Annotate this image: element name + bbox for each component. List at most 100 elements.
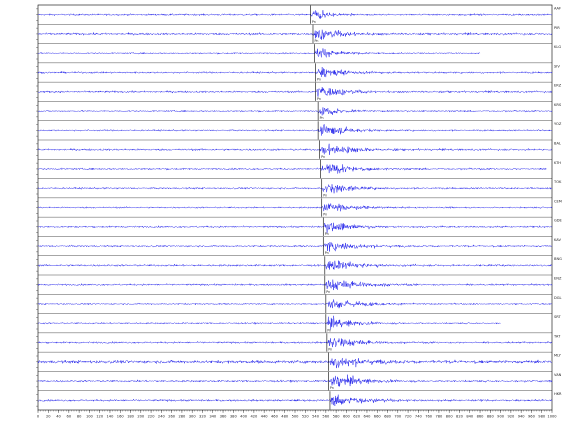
x-tick-label: 560 bbox=[322, 415, 330, 419]
pick-label: Pn bbox=[325, 251, 329, 255]
x-tick-label: 400 bbox=[240, 415, 248, 419]
x-tick-label: 160 bbox=[117, 415, 125, 419]
station-label: KLG bbox=[554, 45, 561, 49]
station-label: CEM bbox=[554, 199, 562, 203]
waveform-trace bbox=[37, 123, 553, 136]
x-tick-label: 140 bbox=[107, 415, 115, 419]
x-tick-label: 240 bbox=[158, 415, 166, 419]
x-tick-label: 360 bbox=[220, 415, 228, 419]
x-tick-label: 680 bbox=[384, 415, 392, 419]
x-tick-label: 920 bbox=[507, 415, 515, 419]
x-tick-label: 180 bbox=[127, 415, 135, 419]
x-tick-label: 500 bbox=[292, 415, 300, 419]
pick-label: Pn bbox=[317, 97, 321, 101]
x-tick-label: 600 bbox=[343, 415, 351, 419]
pick-label: Pn bbox=[320, 116, 324, 120]
x-tick-label: 580 bbox=[333, 415, 341, 419]
x-tick-label: 800 bbox=[446, 415, 454, 419]
x-tick-label: 900 bbox=[497, 415, 505, 419]
pick-label: Pn bbox=[323, 213, 327, 217]
x-tick-label: 100 bbox=[86, 415, 94, 419]
station-label: HKR bbox=[554, 392, 562, 396]
station-label: YOZ bbox=[554, 122, 562, 126]
x-tick-label: 440 bbox=[261, 415, 269, 419]
x-tick-label: 740 bbox=[415, 415, 423, 419]
x-tick-label: 660 bbox=[374, 415, 382, 419]
station-label: SRT bbox=[554, 315, 562, 319]
x-tick-label: 840 bbox=[466, 415, 474, 419]
x-tick-label: 280 bbox=[178, 415, 186, 419]
plot-frame: AAF PIR KLG SIV ERZ KRS YOZ BAL KTH TOK CEM GDE KAV B… bbox=[36, 4, 563, 411]
pick-label: Pn bbox=[314, 39, 318, 43]
waveform-trace bbox=[37, 260, 553, 270]
station-label: DGL bbox=[554, 296, 562, 300]
x-tick-label: 40 bbox=[56, 415, 61, 419]
waveform-trace bbox=[37, 299, 553, 309]
station-label: KAV bbox=[554, 238, 562, 242]
station-label: SIV bbox=[554, 64, 560, 68]
x-tick-label: 80 bbox=[77, 415, 82, 419]
x-tick-label: 460 bbox=[271, 415, 279, 419]
x-tick-label: 940 bbox=[518, 415, 526, 419]
waveform-trace bbox=[37, 29, 553, 40]
waveform-trace bbox=[37, 374, 553, 387]
x-tick-label: 780 bbox=[435, 415, 443, 419]
x-axis: 0 20 40 60 80 100 120 140 160 180 200 220 240 260 280 3… bbox=[37, 410, 557, 419]
x-tick-label: 200 bbox=[137, 415, 145, 419]
x-tick-label: 540 bbox=[312, 415, 320, 419]
x-tick-label: 640 bbox=[364, 415, 372, 419]
picks: Pn Pn Pn Pn Pn Pn Pn Pn Pn Pn Pn Pn Pn Pn bbox=[310, 5, 334, 410]
waveform-trace bbox=[37, 338, 553, 348]
x-tick-label: 860 bbox=[477, 415, 485, 419]
x-tick-label: 0 bbox=[37, 415, 40, 419]
traces bbox=[37, 9, 553, 407]
waveform-trace bbox=[37, 241, 553, 252]
waveform-trace bbox=[37, 9, 553, 19]
pick-label: Pn bbox=[330, 386, 334, 390]
waveform-trace bbox=[37, 48, 481, 58]
x-tick-label: 320 bbox=[199, 415, 207, 419]
x-tick-label: 380 bbox=[230, 415, 238, 419]
waveform-trace bbox=[37, 184, 553, 194]
x-tick-label: 720 bbox=[405, 415, 413, 419]
x-tick-label: 480 bbox=[281, 415, 289, 419]
pick-label: Pn bbox=[317, 78, 321, 82]
pick-label: Pn bbox=[327, 328, 331, 332]
pick-label: Pn bbox=[325, 232, 329, 236]
waveform-trace bbox=[37, 107, 553, 116]
x-tick-label: 60 bbox=[67, 415, 72, 419]
x-tick-label: 20 bbox=[46, 415, 51, 419]
waveform-trace bbox=[37, 357, 553, 369]
waveform-trace bbox=[37, 67, 553, 78]
waveform-trace bbox=[37, 222, 553, 233]
x-tick-label: 420 bbox=[250, 415, 258, 419]
x-tick-label: 880 bbox=[487, 415, 495, 419]
pick-label: Pn bbox=[312, 20, 316, 24]
station-label: ENZ bbox=[554, 277, 562, 281]
station-label: KRS bbox=[554, 103, 562, 107]
pick-label: Pn bbox=[326, 290, 330, 294]
station-label: KTH bbox=[554, 161, 561, 165]
x-tick-label: 520 bbox=[302, 415, 310, 419]
x-tick-label: 120 bbox=[96, 415, 104, 419]
x-tick-label: 760 bbox=[425, 415, 433, 419]
x-tick-label: 700 bbox=[394, 415, 402, 419]
pick-label: Pn bbox=[328, 348, 332, 352]
pick-label: Pn bbox=[323, 193, 327, 197]
waveform-trace bbox=[37, 394, 553, 407]
station-label: MLY bbox=[554, 354, 562, 358]
waveform-trace bbox=[37, 279, 553, 291]
x-tick-label: 300 bbox=[189, 415, 197, 419]
waveform-trace bbox=[37, 315, 501, 330]
station-label: PIR bbox=[554, 26, 560, 30]
x-tick-label: 820 bbox=[456, 415, 464, 419]
waveform-trace bbox=[37, 143, 553, 155]
station-label: VAN bbox=[554, 373, 562, 377]
x-tick-label: 340 bbox=[209, 415, 217, 419]
x-tick-label: 260 bbox=[168, 415, 176, 419]
x-tick-label: 980 bbox=[538, 415, 546, 419]
x-tick-label: 620 bbox=[353, 415, 361, 419]
station-label: ERZ bbox=[554, 84, 562, 88]
station-label: TOK bbox=[553, 180, 562, 184]
